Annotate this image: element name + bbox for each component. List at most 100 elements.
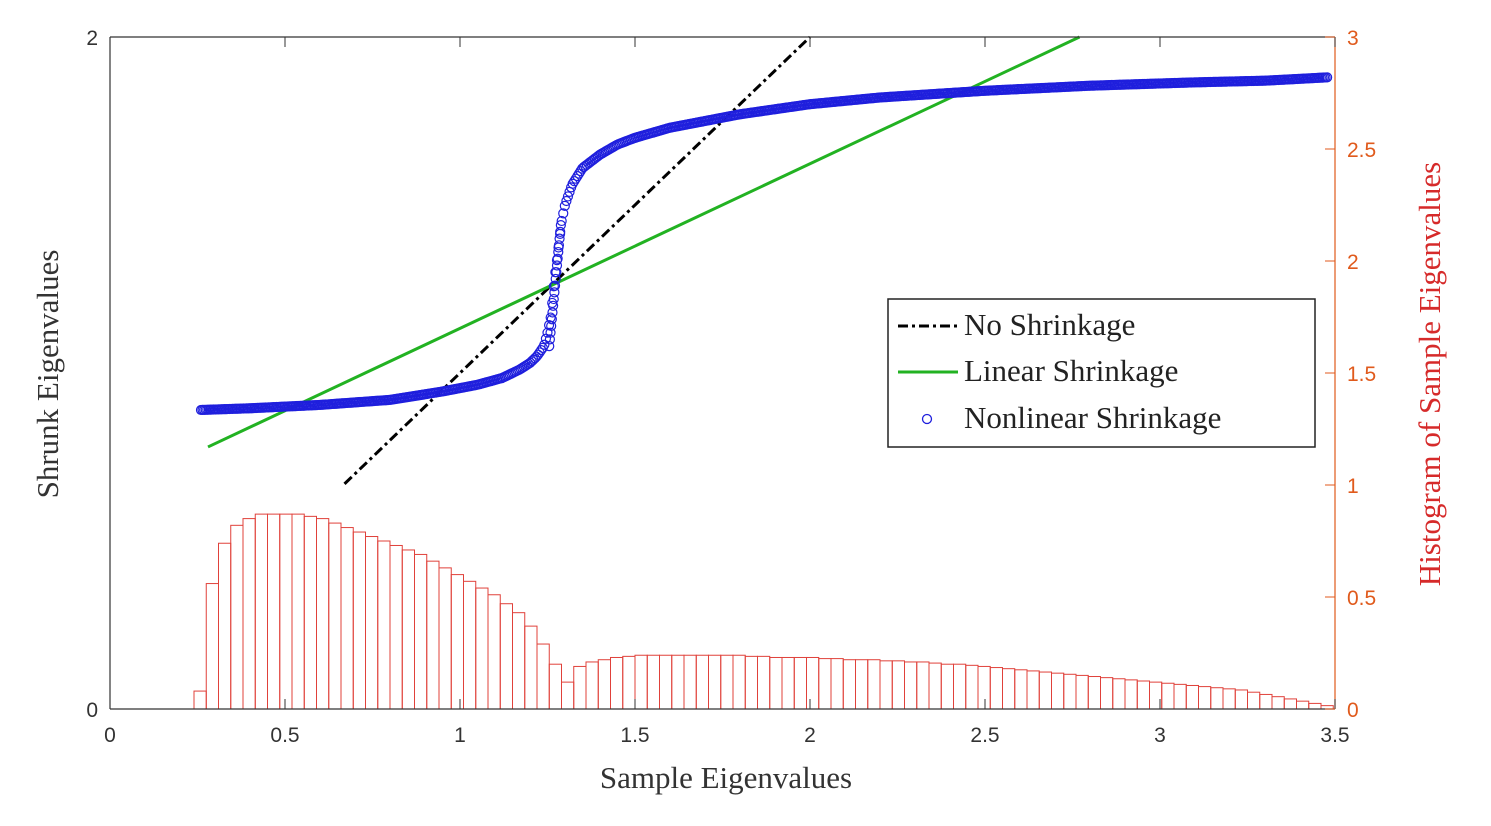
- histogram-bar: [536, 643, 550, 710]
- legend: No Shrinkage Linear Shrinkage Nonlinear …: [887, 298, 1316, 448]
- histogram-bar: [597, 659, 611, 710]
- data-point: [1322, 72, 1333, 83]
- histogram-bar: [328, 522, 342, 710]
- data-point: [547, 307, 558, 318]
- histogram-bar: [989, 667, 1003, 710]
- data-point: [554, 233, 565, 244]
- x-tick-label: 2.5: [970, 724, 999, 747]
- histogram-bar: [414, 553, 428, 710]
- y-tick-label: 2: [86, 27, 98, 50]
- histogram-bar: [377, 540, 391, 710]
- histogram-bar: [1026, 670, 1040, 710]
- histogram-bar: [610, 656, 624, 710]
- histogram-bar: [1259, 693, 1273, 710]
- data-point: [559, 200, 570, 211]
- histogram-bar: [916, 661, 930, 710]
- histogram-bar: [561, 681, 575, 710]
- histogram-bar: [1136, 680, 1150, 710]
- y2-tick-label: 1: [1347, 475, 1359, 498]
- histogram-bar: [793, 656, 807, 710]
- histogram-bar: [1087, 676, 1101, 710]
- histogram-bar: [340, 527, 354, 710]
- histogram-bar: [732, 654, 746, 710]
- histogram-bar: [659, 654, 673, 710]
- data-point: [549, 280, 561, 291]
- histogram-bar: [683, 654, 697, 710]
- histogram-bar: [1038, 671, 1052, 710]
- data-point: [546, 314, 557, 325]
- histogram-bar: [1222, 688, 1236, 710]
- data-point: [551, 267, 562, 278]
- histogram-bar: [867, 659, 881, 710]
- histogram-bar: [1002, 668, 1016, 710]
- data-point: [555, 220, 566, 231]
- histogram-bar: [389, 544, 403, 710]
- histogram-bar: [708, 654, 722, 710]
- histogram-bar: [1124, 679, 1138, 710]
- histogram-bar: [671, 654, 685, 710]
- histogram-bars: [193, 513, 1334, 710]
- data-point: [539, 339, 550, 350]
- histogram-bar: [1063, 673, 1077, 710]
- histogram-bar: [1161, 682, 1175, 710]
- x-tick-label: 3.5: [1320, 724, 1349, 747]
- data-point: [544, 334, 555, 345]
- histogram-bar: [1308, 702, 1322, 710]
- histogram-bar: [291, 513, 305, 710]
- histogram-bar: [720, 654, 734, 710]
- x-tick-label: 2: [804, 724, 816, 747]
- histogram-bar: [940, 663, 954, 710]
- histogram-bar: [1247, 691, 1261, 710]
- x-axis-title: Sample Eigenvalues: [600, 760, 852, 795]
- histogram-bar: [1112, 678, 1126, 710]
- histogram-bar: [230, 524, 244, 710]
- histogram-bar: [1075, 674, 1089, 710]
- x-tick-label: 1.5: [620, 724, 649, 747]
- legend-label-nonlinear-shrinkage: Nonlinear Shrinkage: [964, 400, 1221, 435]
- histogram-bar: [401, 549, 415, 710]
- histogram-bar: [573, 665, 587, 710]
- series-line-no-shrinkage: [343, 35, 812, 485]
- data-point: [569, 176, 580, 187]
- histogram-bar: [512, 612, 526, 710]
- histogram-bar: [904, 661, 918, 710]
- data-point: [550, 273, 561, 285]
- data-point: [556, 215, 567, 227]
- histogram-bar: [499, 603, 513, 710]
- histogram-bar: [634, 654, 648, 710]
- data-point: [551, 260, 563, 271]
- histogram-bar: [781, 656, 795, 710]
- histogram-bar: [1051, 672, 1065, 710]
- legend-label-linear-shrinkage: Linear Shrinkage: [964, 353, 1178, 388]
- data-point: [552, 253, 563, 264]
- data-point: [562, 191, 574, 202]
- histogram-bar: [426, 560, 440, 710]
- histogram-bar: [475, 587, 489, 710]
- histogram-bar: [695, 654, 709, 710]
- histogram-bar: [548, 663, 562, 710]
- legend-swatch-nonlinear-shrinkage: [921, 413, 933, 425]
- histogram-bar: [1185, 684, 1199, 710]
- histogram-bar: [855, 659, 869, 710]
- histogram-bar: [205, 583, 219, 710]
- histogram-bar: [1198, 686, 1212, 710]
- histogram-bar: [303, 515, 317, 710]
- histogram-bar: [585, 661, 599, 710]
- legend-box: [887, 298, 1316, 448]
- data-point: [567, 178, 578, 189]
- histogram-bar: [1271, 696, 1285, 710]
- histogram-bar: [365, 536, 379, 710]
- data-point: [536, 345, 547, 356]
- histogram-bar: [1296, 700, 1310, 710]
- histogram-bar: [806, 656, 820, 710]
- y-tick-label: 0: [86, 699, 98, 722]
- data-point: [546, 320, 557, 332]
- y2-tick-label: 1.5: [1347, 363, 1376, 386]
- x-tick-label: 0: [104, 724, 116, 747]
- histogram-bar: [965, 664, 979, 710]
- histogram-bar: [842, 659, 856, 710]
- y2-tick-label: 0.5: [1347, 587, 1376, 610]
- data-point: [553, 240, 565, 251]
